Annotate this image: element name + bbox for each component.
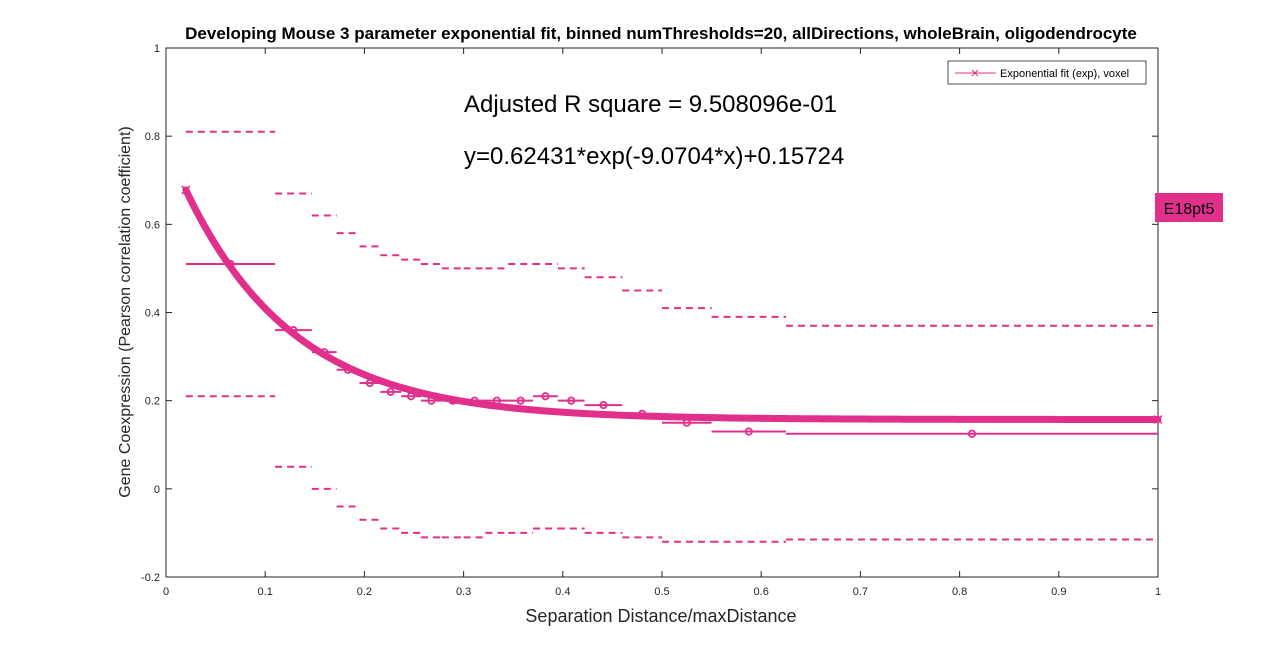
bin-mean-point	[516, 396, 525, 405]
x-tick-label: 0.8	[952, 586, 967, 598]
sample-badge: E18pt5	[1155, 193, 1223, 222]
fit-end-marker	[1153, 414, 1163, 425]
bin-mean-point	[967, 429, 977, 438]
x-tick-label: 0.4	[555, 586, 570, 598]
x-tick-label: 0.6	[754, 586, 769, 598]
y-tick-label: 0.4	[145, 308, 160, 320]
bin-mean-point	[470, 396, 479, 405]
x-tick-label: 0.3	[456, 586, 471, 598]
equation-annotation: y=0.62431*exp(-9.0704*x)+0.15724	[464, 143, 844, 170]
sample-badge-box	[1155, 193, 1223, 222]
x-axis-label: Separation Distance/maxDistance	[525, 606, 796, 626]
y-tick-label: 0.6	[145, 219, 160, 231]
fit-end-marker-stroke	[1153, 414, 1163, 425]
fit-end-marker-stroke	[181, 185, 191, 195]
x-tick-label: 0.2	[357, 586, 372, 598]
y-axis: -0.2 0 0.2 0.4 0.6 0.8 1	[141, 43, 1158, 584]
chart-title: Developing Mouse 3 parameter exponential…	[185, 24, 1137, 43]
y-tick-label: 1	[154, 43, 160, 55]
fit-end-marker	[181, 185, 191, 195]
bin-mean-point	[320, 348, 329, 357]
x-axis: 0 0.1 0.2 0.3 0.4 0.5 0.6 0.7 0.8 0.9 1	[163, 48, 1161, 598]
y-tick-label: -0.2	[141, 572, 160, 584]
y-tick-label: 0	[154, 484, 160, 496]
bin-means	[185, 259, 1158, 438]
plot-area	[165, 47, 1159, 578]
x-tick-label: 0.7	[853, 586, 868, 598]
sample-badge-label: E18pt5	[1164, 201, 1215, 218]
bin-mean-point	[365, 378, 374, 388]
bin-mean-point	[343, 365, 353, 374]
y-axis-label: Gene Coexpression (Pearson correlation c…	[117, 126, 134, 497]
bin-mean-point	[448, 396, 457, 405]
bin-mean-point	[492, 396, 501, 405]
legend-entry: Exponential fit (exp), voxel	[1000, 68, 1129, 80]
x-tick-label: 0	[163, 586, 169, 598]
bin-mean-point	[406, 392, 416, 401]
x-tick-label: 0.1	[258, 586, 273, 598]
bin-mean-point	[682, 418, 691, 427]
legend: Exponential fit (exp), voxel	[947, 60, 1147, 85]
bin-mean-point	[567, 396, 576, 405]
y-tick-label: 0.2	[145, 396, 160, 408]
bin-mean-point	[289, 326, 298, 335]
bin-bounds	[185, 130, 1158, 543]
x-tick-label: 0.9	[1051, 586, 1066, 598]
r-square-annotation: Adjusted R square = 9.508096e-01	[464, 91, 837, 118]
bin-mean-point	[638, 409, 647, 418]
bin-mean-point	[744, 427, 753, 436]
y-tick-label: 0.8	[145, 131, 160, 143]
legend-marker	[971, 69, 979, 77]
bin-mean-point	[599, 400, 608, 410]
x-tick-label: 1	[1155, 586, 1161, 598]
bin-mean-point	[541, 392, 550, 401]
bin-mean-point	[386, 387, 395, 396]
x-tick-label: 0.5	[654, 586, 669, 598]
legend-box	[947, 60, 1147, 85]
bin-mean-point	[427, 396, 436, 405]
bin-mean-point	[226, 259, 235, 269]
